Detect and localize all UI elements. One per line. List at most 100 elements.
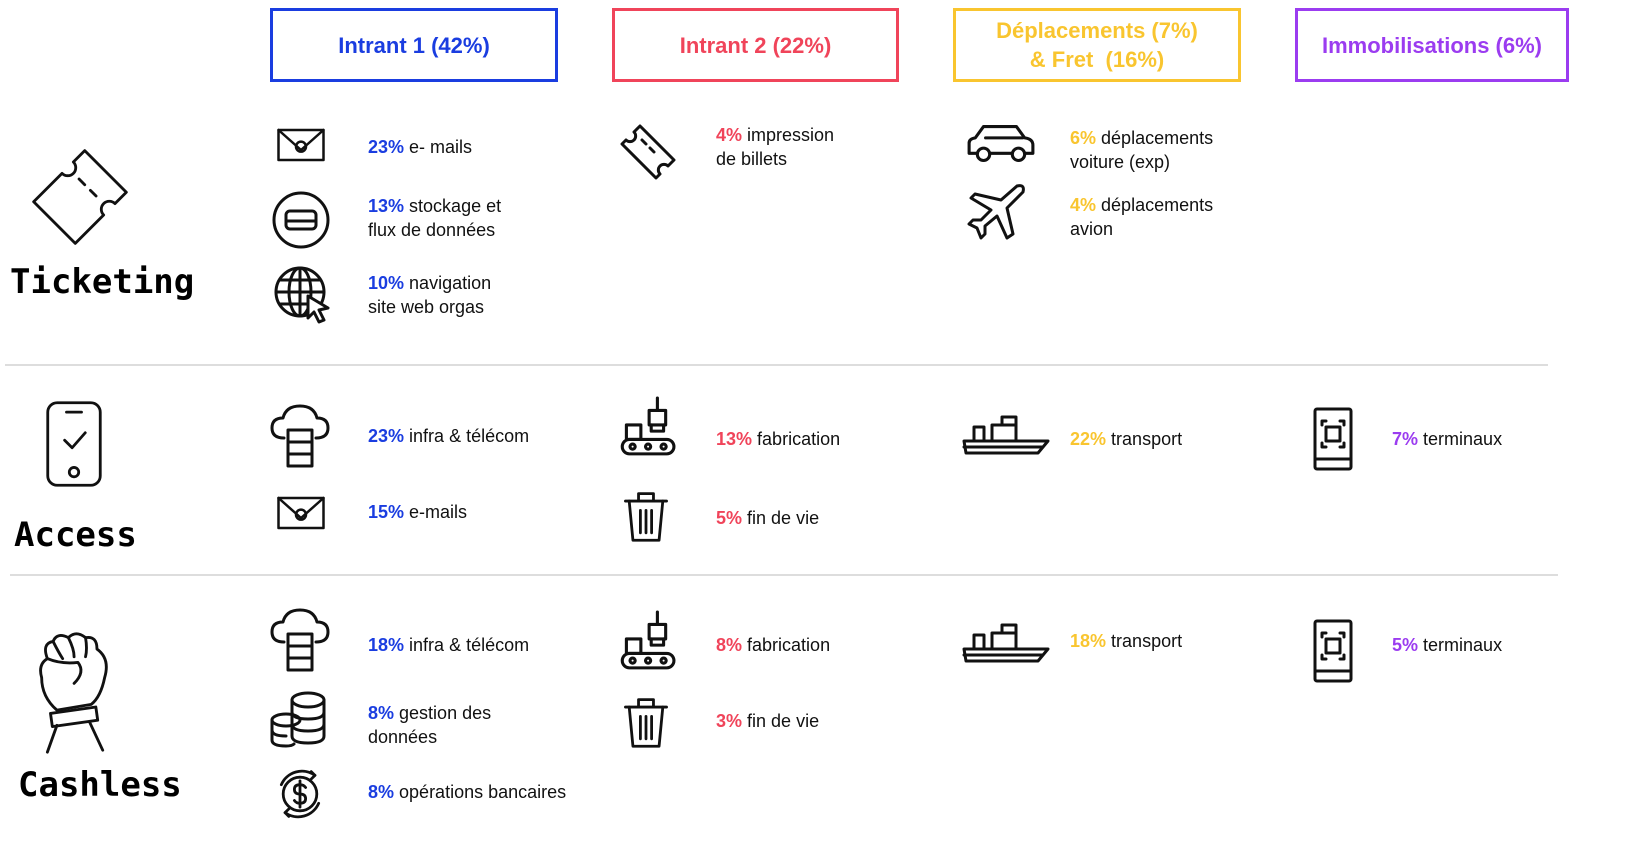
item: 5% terminaux	[1392, 633, 1502, 657]
percent: 6%	[1070, 128, 1097, 148]
icon	[272, 766, 328, 822]
column-header: Intrant 1 (42%)	[270, 8, 558, 82]
icon	[271, 120, 331, 170]
percent: 10%	[368, 273, 405, 293]
percent: 4%	[1070, 195, 1097, 215]
icon	[271, 488, 331, 538]
item: 5% fin de vie	[716, 506, 819, 530]
item-text: données	[368, 727, 438, 747]
item-text: site web orgas	[368, 297, 485, 317]
item: 13% fabrication	[716, 427, 840, 451]
item-text: flux de données	[368, 220, 496, 240]
icon	[1313, 406, 1353, 472]
column-header: Intrant 2 (22%)	[612, 8, 899, 82]
icon	[962, 414, 1052, 456]
percent: 18%	[1070, 631, 1107, 651]
item-text: navigation	[409, 273, 492, 293]
item: 13% stockage et flux de données	[368, 194, 501, 242]
column-title: Déplacements (7%)	[996, 18, 1198, 43]
item-text: déplacements	[1101, 128, 1214, 148]
item: 10% navigation site web orgas	[368, 271, 491, 319]
item-text: avion	[1070, 219, 1114, 239]
icon	[618, 488, 674, 544]
percent: 4%	[716, 125, 743, 145]
percent: 13%	[368, 196, 405, 216]
row-icon	[28, 145, 132, 249]
row-label: Access	[14, 515, 137, 555]
item: 4% impression de billets	[716, 123, 834, 171]
item: 8% gestion des données	[368, 701, 491, 749]
icon	[614, 396, 676, 458]
icon	[618, 122, 678, 182]
item-text: fabrication	[747, 635, 831, 655]
icon	[270, 402, 330, 472]
item: 8% opérations bancaires	[368, 780, 566, 804]
item: 4% déplacements avion	[1070, 193, 1213, 241]
icon	[271, 190, 331, 250]
item-text: e-mails	[409, 502, 468, 522]
item-text: voiture (exp)	[1070, 152, 1171, 172]
row-label: Ticketing	[10, 262, 195, 302]
item-text: opérations bancaires	[399, 782, 567, 802]
item: 18% infra & télécom	[368, 633, 529, 657]
percent: 7%	[1392, 429, 1419, 449]
percent: 23%	[368, 426, 405, 446]
percent: 23%	[368, 137, 405, 157]
icon	[272, 264, 332, 324]
column-header: Immobilisations (6%)	[1295, 8, 1569, 82]
item-text: infra & télécom	[409, 426, 530, 446]
item-text: impression	[747, 125, 835, 145]
item-text: de billets	[716, 149, 788, 169]
item: 7% terminaux	[1392, 427, 1502, 451]
item: 6% déplacements voiture (exp)	[1070, 126, 1213, 174]
item: 15% e-mails	[368, 500, 467, 524]
percent: 13%	[716, 429, 753, 449]
item-text: terminaux	[1423, 635, 1503, 655]
icon	[962, 622, 1052, 664]
column-title: & Fret (16%)	[1029, 47, 1165, 72]
item-text: fin de vie	[747, 711, 820, 731]
icon	[614, 610, 676, 672]
icon	[967, 182, 1027, 242]
item: 23% e- mails	[368, 135, 472, 159]
percent: 5%	[1392, 635, 1419, 655]
item-text: fabrication	[757, 429, 841, 449]
item: 18% transport	[1070, 629, 1182, 653]
item: 23% infra & télécom	[368, 424, 529, 448]
icon	[965, 122, 1037, 164]
divider	[5, 364, 1548, 366]
percent: 3%	[716, 711, 743, 731]
item-text: transport	[1111, 631, 1183, 651]
item-text: gestion des	[399, 703, 492, 723]
percent: 18%	[368, 635, 405, 655]
item: 3% fin de vie	[716, 709, 819, 733]
row-icon	[28, 630, 124, 754]
percent: 15%	[368, 502, 405, 522]
percent: 5%	[716, 508, 743, 528]
column-title: Intrant 1 (42%)	[338, 32, 490, 58]
column-header: Déplacements (7%) & Fret (16%)	[953, 8, 1241, 82]
icon	[270, 606, 330, 676]
item-text: terminaux	[1423, 429, 1503, 449]
icon	[618, 694, 674, 750]
divider	[10, 574, 1558, 576]
item-text: e- mails	[409, 137, 473, 157]
item-text: infra & télécom	[409, 635, 530, 655]
item-text: déplacements	[1101, 195, 1214, 215]
percent: 22%	[1070, 429, 1107, 449]
icon	[268, 690, 328, 750]
percent: 8%	[368, 703, 395, 723]
item-text: fin de vie	[747, 508, 820, 528]
row-icon	[44, 398, 104, 490]
item: 22% transport	[1070, 427, 1182, 451]
item-text: stockage et	[409, 196, 502, 216]
item-text: transport	[1111, 429, 1183, 449]
item: 8% fabrication	[716, 633, 830, 657]
icon	[1313, 618, 1353, 684]
row-label: Cashless	[18, 765, 182, 805]
percent: 8%	[716, 635, 743, 655]
percent: 8%	[368, 782, 395, 802]
column-title: Immobilisations (6%)	[1321, 32, 1543, 58]
column-title: Intrant 2 (22%)	[679, 32, 832, 58]
